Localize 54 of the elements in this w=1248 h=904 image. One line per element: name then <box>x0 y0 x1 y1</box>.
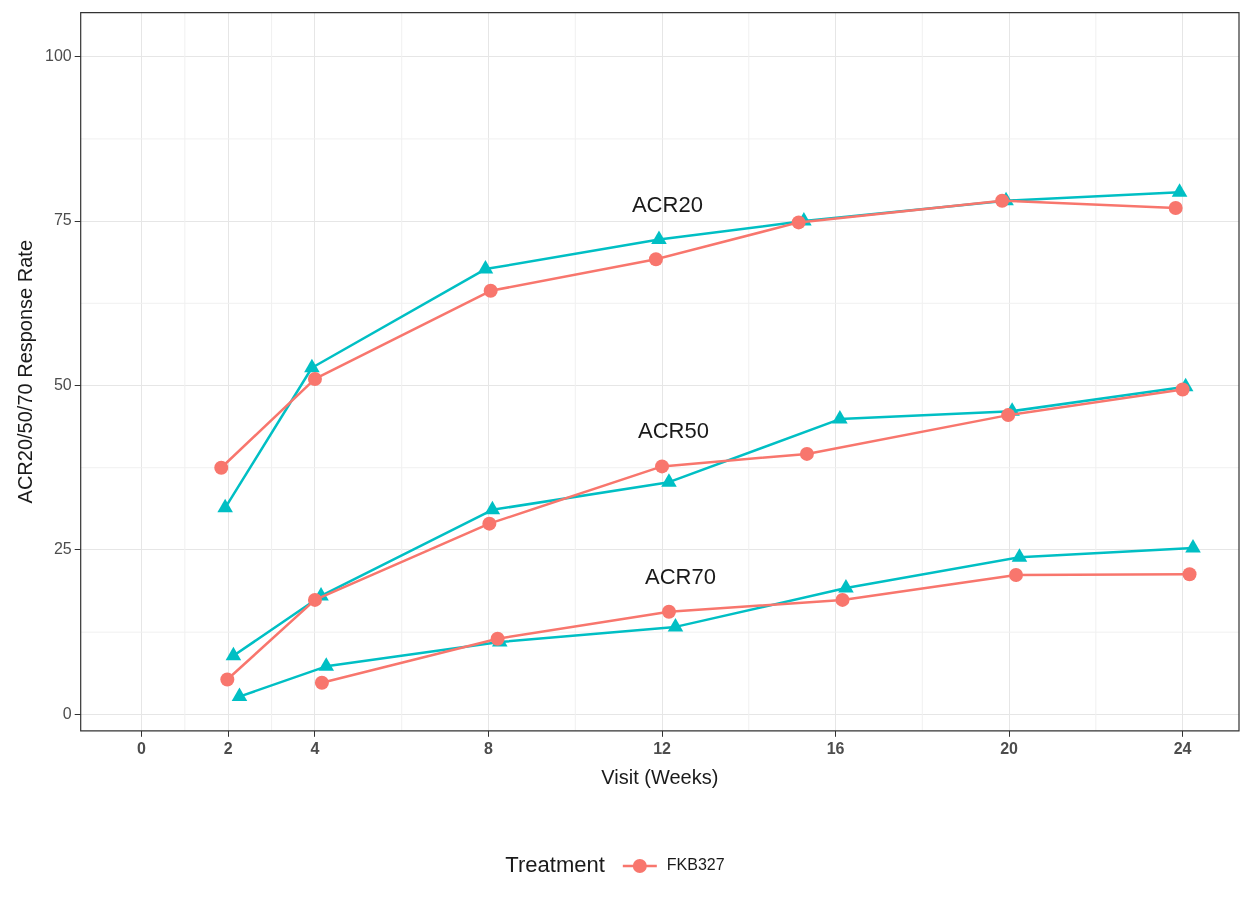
point <box>995 193 1010 208</box>
annotation: ACR20 <box>631 191 703 217</box>
point <box>661 473 677 487</box>
point <box>484 500 501 515</box>
y-tick-label: 0 <box>62 704 72 722</box>
legend-label: FKB327 <box>666 856 725 874</box>
x-axis-title: Visit (Weeks) <box>601 765 719 788</box>
point <box>667 617 684 632</box>
point <box>214 460 229 475</box>
x-tick-label: 0 <box>136 739 146 757</box>
point <box>799 446 814 461</box>
point <box>832 410 848 424</box>
point <box>482 516 497 531</box>
x-tick-label: 24 <box>1173 739 1192 757</box>
y-tick-label: 75 <box>53 211 72 229</box>
y-tick-label: 50 <box>53 375 72 393</box>
y-axis-title: ACR20/50/70 Response Rate <box>13 239 36 504</box>
x-tick-label: 16 <box>826 739 845 757</box>
point <box>483 283 498 298</box>
point <box>314 675 329 690</box>
point <box>307 371 322 386</box>
point <box>477 260 494 274</box>
point <box>835 592 850 607</box>
point <box>220 672 235 687</box>
point <box>838 579 854 593</box>
annotation: ACR50 <box>638 418 709 444</box>
x-tick-label: 8 <box>484 739 494 757</box>
point <box>1168 200 1183 215</box>
point <box>231 687 248 702</box>
point <box>661 604 676 619</box>
x-tick-label: 20 <box>1000 739 1019 757</box>
x-tick-label: 4 <box>310 739 320 757</box>
y-tick-label: 25 <box>53 540 72 558</box>
annotation: ACR70 <box>644 563 716 589</box>
point <box>318 657 335 671</box>
point <box>1011 548 1028 562</box>
point <box>1001 408 1016 423</box>
point <box>304 358 320 373</box>
point <box>1182 567 1197 582</box>
point <box>651 230 667 244</box>
point <box>217 498 233 513</box>
y-tick-label: 100 <box>44 47 72 65</box>
point <box>1009 567 1024 582</box>
point <box>655 459 670 474</box>
x-tick-label: 2 <box>223 739 233 757</box>
point <box>1185 538 1201 553</box>
point <box>225 646 242 661</box>
point <box>791 215 806 230</box>
point <box>307 592 322 607</box>
point <box>1171 183 1188 197</box>
point <box>648 252 663 267</box>
point <box>1175 382 1190 397</box>
x-tick-label: 12 <box>653 739 672 757</box>
legend-title: Treatment <box>505 852 605 878</box>
